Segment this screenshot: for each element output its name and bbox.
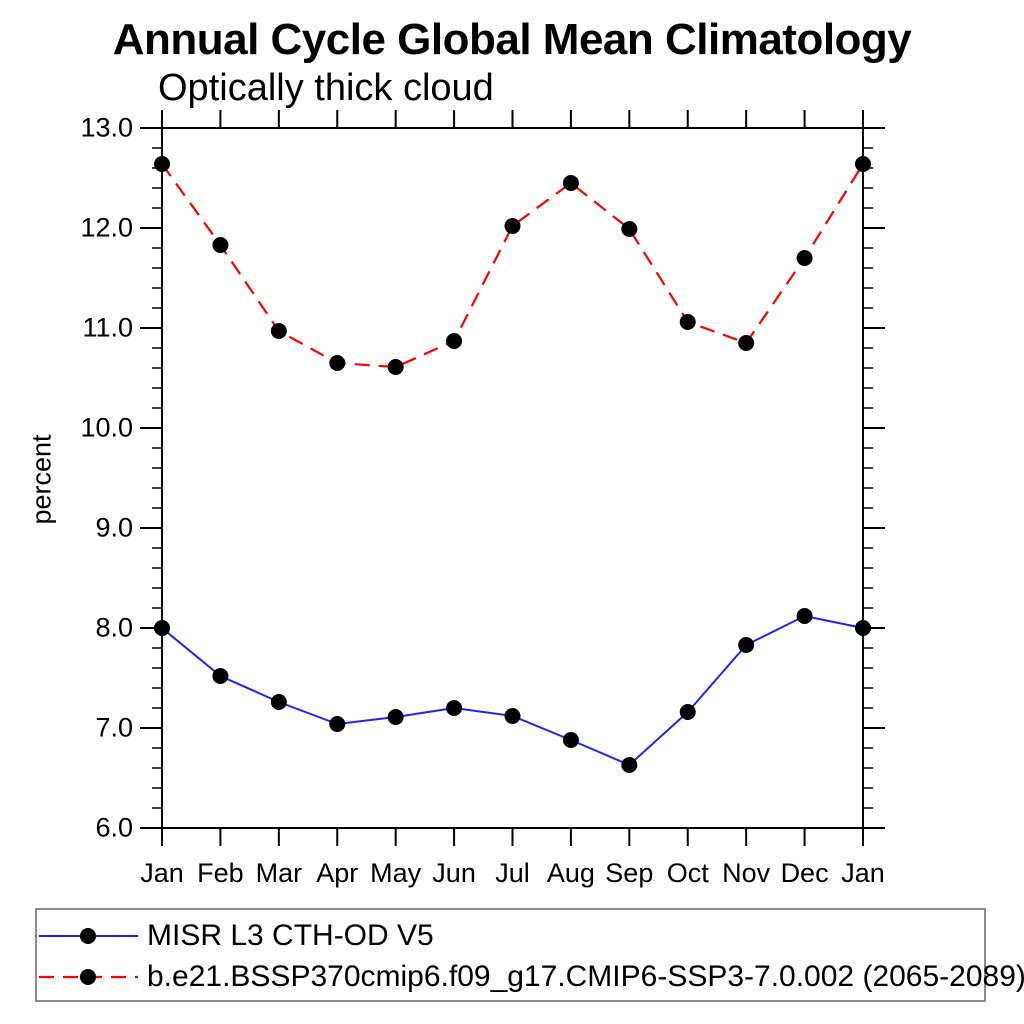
data-point-marker	[796, 608, 813, 624]
data-point-marker	[562, 175, 579, 191]
data-point-marker	[855, 156, 871, 172]
data-point-marker	[855, 620, 871, 636]
chart-title: Annual Cycle Global Mean Climatology	[112, 15, 912, 64]
data-point-marker	[679, 314, 696, 330]
data-point-marker	[154, 620, 170, 636]
data-point-marker	[329, 716, 346, 732]
data-point-marker	[446, 333, 463, 349]
data-point-marker	[504, 708, 521, 724]
series-line-1	[161, 163, 864, 369]
legend: MISR L3 CTH-OD V5 b.e21.BSSP370cmip6.f09…	[35, 908, 1024, 1002]
legend-line-sample-dashed	[39, 969, 138, 985]
data-point-marker	[154, 156, 170, 172]
data-point-marker	[679, 704, 696, 720]
data-point-marker	[387, 709, 404, 725]
data-point-marker	[387, 359, 404, 375]
legend-label-misr: MISR L3 CTH-OD V5	[147, 919, 434, 952]
data-point-marker	[212, 668, 229, 684]
data-point-marker	[621, 221, 638, 237]
legend-label-model: b.e21.BSSP370cmip6.f09_g17.CMIP6-SSP3-7.…	[147, 960, 1024, 993]
data-point-marker	[329, 355, 346, 371]
legend-marker-circle	[80, 969, 96, 985]
series-line-0	[161, 614, 864, 767]
legend-marker-circle	[80, 928, 96, 944]
legend-entry-misr: MISR L3 CTH-OD V5	[39, 916, 434, 956]
data-point-marker	[270, 323, 287, 339]
data-point-marker	[796, 250, 813, 266]
data-point-marker	[212, 237, 229, 253]
data-point-marker	[738, 637, 755, 653]
data-point-marker	[562, 732, 579, 748]
data-point-marker	[621, 757, 638, 773]
chart-subtitle: Optically thick cloud	[158, 67, 494, 109]
legend-entry-model: b.e21.BSSP370cmip6.f09_g17.CMIP6-SSP3-7.…	[39, 957, 1024, 997]
data-point-marker	[270, 694, 287, 710]
data-point-marker	[738, 335, 755, 351]
legend-line-sample-solid	[39, 928, 138, 944]
data-point-marker	[446, 700, 463, 716]
data-point-marker	[504, 218, 521, 234]
